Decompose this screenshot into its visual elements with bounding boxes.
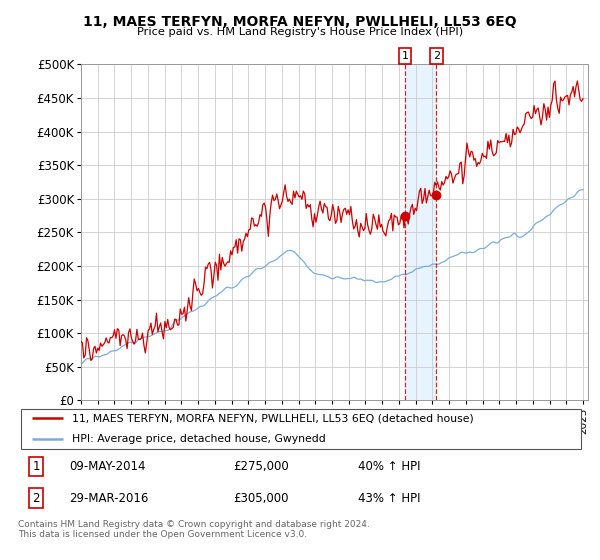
Text: Price paid vs. HM Land Registry's House Price Index (HPI): Price paid vs. HM Land Registry's House … [137,27,463,38]
Text: 40% ↑ HPI: 40% ↑ HPI [358,460,421,473]
Text: 2: 2 [433,51,440,61]
Text: 43% ↑ HPI: 43% ↑ HPI [358,492,421,505]
Text: 29-MAR-2016: 29-MAR-2016 [69,492,148,505]
Text: 09-MAY-2014: 09-MAY-2014 [69,460,146,473]
Text: Contains HM Land Registry data © Crown copyright and database right 2024.
This d: Contains HM Land Registry data © Crown c… [18,520,370,539]
Text: HPI: Average price, detached house, Gwynedd: HPI: Average price, detached house, Gwyn… [72,435,326,445]
Bar [405,64,436,400]
Text: 1: 1 [401,51,409,61]
Text: 2: 2 [32,492,40,505]
Text: £305,000: £305,000 [233,492,289,505]
Text: 11, MAES TERFYN, MORFA NEFYN, PWLLHELI, LL53 6EQ: 11, MAES TERFYN, MORFA NEFYN, PWLLHELI, … [83,15,517,29]
Text: 1: 1 [32,460,40,473]
FancyBboxPatch shape [21,409,581,449]
Text: 11, MAES TERFYN, MORFA NEFYN, PWLLHELI, LL53 6EQ (detached house): 11, MAES TERFYN, MORFA NEFYN, PWLLHELI, … [72,413,473,423]
Text: £275,000: £275,000 [233,460,289,473]
